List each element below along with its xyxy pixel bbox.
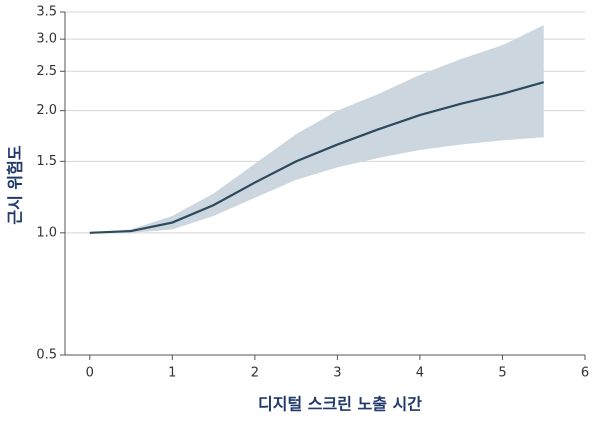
y-axis-label: 근시 위험도: [6, 145, 25, 224]
y-tick-label: 3.5: [36, 5, 57, 20]
x-tick-label: 2: [251, 366, 259, 381]
x-tick-label: 5: [498, 366, 506, 381]
y-tick-label: 2.0: [36, 103, 57, 118]
x-tick-label: 3: [333, 366, 341, 381]
y-tick-label: 3.0: [36, 32, 57, 47]
y-tick-label: 1.5: [36, 154, 57, 169]
y-tick-label: 0.5: [36, 348, 57, 363]
x-tick-label: 6: [581, 366, 589, 381]
confidence-band: [89, 25, 544, 233]
line: [89, 81, 545, 234]
x-tick-label: 1: [168, 366, 176, 381]
y-tick-label: 1.0: [36, 225, 57, 240]
y-tick-label: 2.5: [36, 64, 57, 79]
x-tick-label: 0: [86, 366, 94, 381]
x-axis-label: 디지털 스크린 노출 시간: [258, 395, 422, 414]
x-tick-label: 4: [416, 366, 424, 381]
